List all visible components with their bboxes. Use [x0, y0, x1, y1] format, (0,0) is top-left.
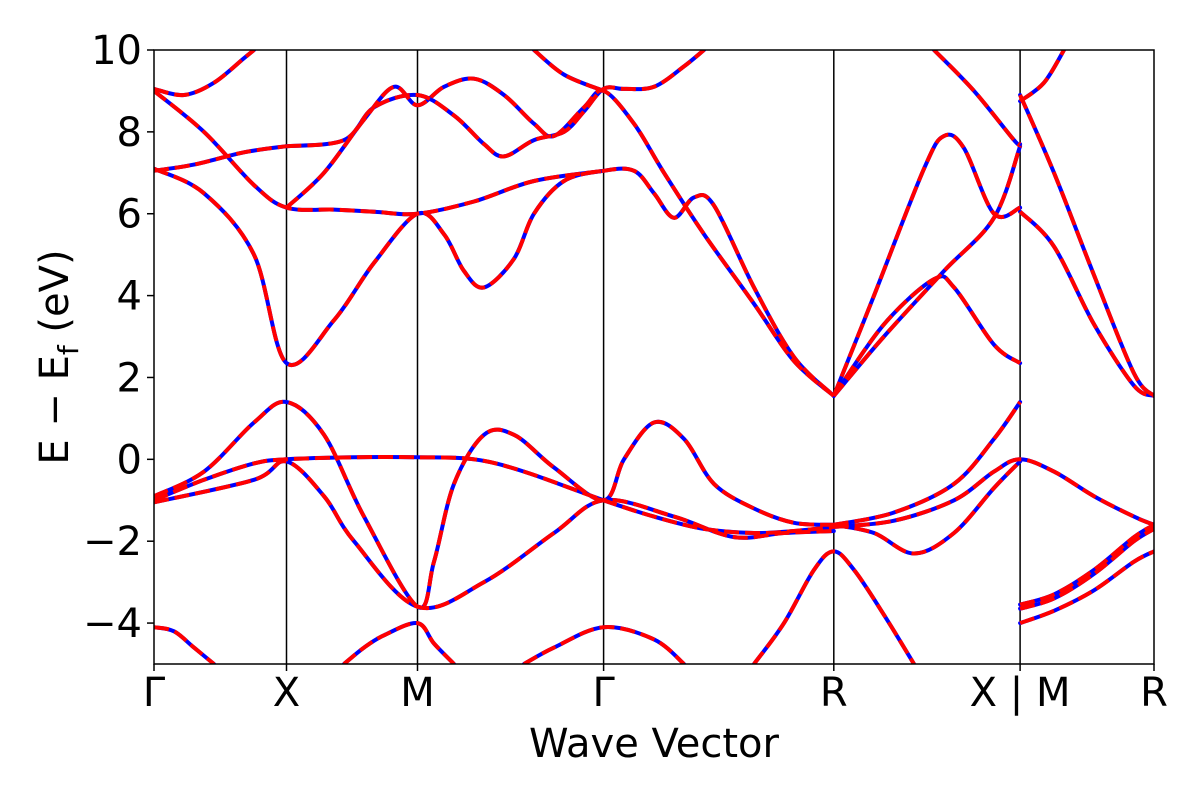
band-line-set_b-10	[932, 50, 1022, 148]
band-line-set_b-1	[154, 144, 287, 173]
band-line-set_a-23	[154, 625, 216, 664]
band-line-set_a-11	[1018, 50, 1066, 104]
y-tick-label: 0	[117, 437, 142, 483]
y-axis-ticks: −4 −2 0 2 4 6 8 10	[83, 28, 154, 647]
k-point-divider-lines	[285, 50, 1021, 664]
band-line-set_b-8	[832, 274, 1022, 398]
y-tick-label: 6	[117, 192, 142, 238]
band-line-set_b-2	[154, 166, 836, 398]
band-line-set_b-14	[154, 399, 834, 610]
band-line-set_b-25	[523, 625, 686, 664]
y-tick-label: 10	[91, 28, 142, 74]
band-line-set_b-22	[1019, 549, 1154, 625]
band-line-set_b-5	[285, 76, 836, 398]
band-line-set_b-12	[1018, 94, 1154, 398]
band-line-set_b-23	[154, 625, 216, 664]
band-line-set_b-11	[1018, 50, 1066, 103]
x-tick-label: R	[1140, 670, 1168, 716]
y-tick-label: −2	[83, 519, 142, 565]
x-tick-label: M	[400, 670, 435, 716]
band-line-set_b-7	[831, 132, 1021, 397]
y-axis-title-main: E − E	[32, 355, 78, 465]
band-line-set_b-24	[342, 621, 456, 664]
band-line-set_b-9	[832, 145, 1022, 398]
band-line-set_b-3	[154, 89, 604, 217]
band-line-set_a-16	[154, 459, 836, 611]
band-line-set_b-18	[833, 460, 1022, 556]
band-line-set_b-4	[286, 50, 706, 159]
band-line-set_b-20	[1019, 523, 1154, 607]
plot-frame	[153, 49, 1155, 665]
x-tick-label: R	[820, 670, 848, 716]
band-line-set_a-5	[284, 76, 836, 398]
band-line-set_b-16	[154, 459, 834, 611]
band-line-set_a-13	[1018, 209, 1154, 398]
band-line-set_b-13	[1018, 210, 1154, 398]
y-tick-label: 4	[117, 274, 142, 320]
x-tick-label: Γ	[143, 670, 166, 716]
band-line-set_a-9	[831, 144, 1023, 398]
band-line-set_b-6	[532, 50, 605, 93]
band-line-set_b-26	[752, 549, 916, 664]
band-line-set_b-19	[833, 457, 1154, 529]
x-tick-label: X	[273, 670, 300, 716]
band-line-set_a-6	[532, 50, 606, 93]
x-axis-ticks: Γ X M Γ R X | M R	[143, 664, 1168, 716]
band-curves	[154, 50, 1154, 664]
band-line-set_a-17	[831, 400, 1023, 527]
band-line-set_b-0	[154, 50, 256, 98]
y-tick-label: −4	[83, 601, 142, 647]
y-tick-label: 2	[117, 355, 142, 401]
y-axis-title: E − Ef (eV)	[32, 249, 85, 464]
x-axis-title: Wave Vector	[529, 721, 780, 767]
y-axis-title-unit: (eV)	[32, 249, 78, 345]
band-line-set_b-17	[833, 400, 1022, 527]
band-line-set_a-8	[831, 274, 1023, 398]
band-line-set_b-21	[1019, 527, 1154, 611]
band-line-set_b-15	[154, 455, 835, 536]
y-axis-title-subscript: f	[52, 344, 85, 355]
x-tick-label: Γ	[592, 670, 615, 716]
y-tick-label: 8	[117, 110, 142, 156]
x-tick-label: X | M	[970, 670, 1071, 716]
